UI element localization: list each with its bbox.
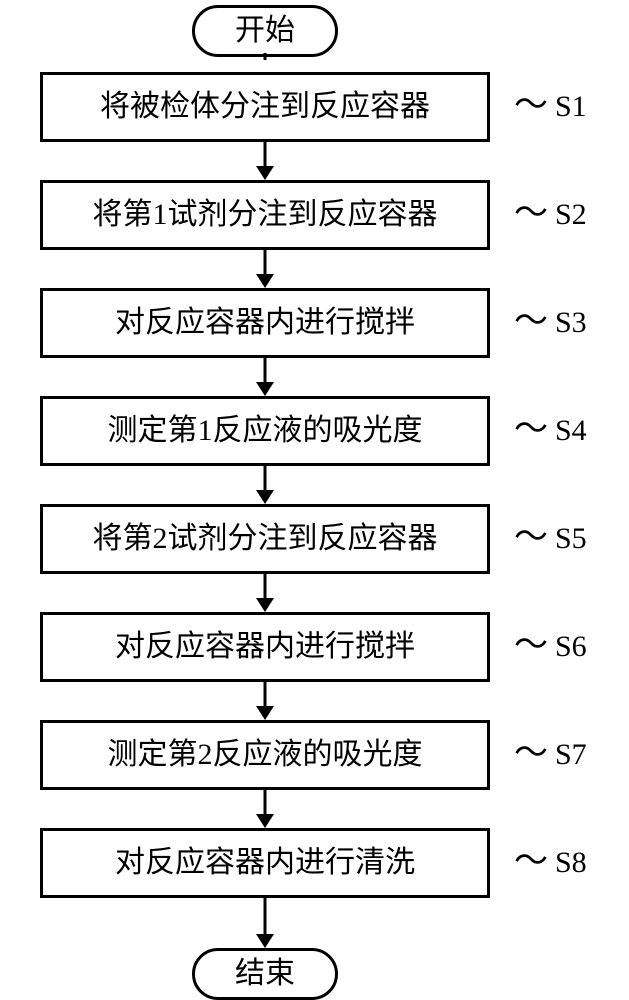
step-box-s1: 将被检体分注到反应容器 [40,72,490,142]
arrow-line [264,574,267,598]
arrow-line [264,142,267,166]
tilde-s6: ～ [514,629,548,663]
step-label-s6: S6 [555,632,587,662]
step-label-s3: S3 [555,308,587,338]
arrow-head [256,814,274,828]
step-label-s5: S5 [555,524,587,554]
tilde-s7: ～ [514,737,548,771]
start-terminator: 开始 [192,5,338,57]
arrow-line [264,682,267,706]
step-label-s2: S2 [555,200,587,230]
tilde-s4: ～ [514,413,548,447]
arrow-head [256,490,274,504]
step-label-s1: S1 [555,92,587,122]
arrow-line [264,790,267,814]
step-box-s2: 将第1试剂分注到反应容器 [40,180,490,250]
step-text: 对反应容器内进行搅拌 [115,629,415,665]
tilde-s1: ～ [514,89,548,123]
step-box-s5: 将第2试剂分注到反应容器 [40,504,490,574]
step-text: 将被检体分注到反应容器 [100,89,430,125]
arrow-head [256,706,274,720]
arrow-line [264,898,267,934]
tilde-s5: ～ [514,521,548,555]
step-label-s7: S7 [555,740,587,770]
arrow-line [264,250,267,274]
step-box-s6: 对反应容器内进行搅拌 [40,612,490,682]
step-text: 将第2试剂分注到反应容器 [93,521,438,557]
flowchart-canvas: 开始将被检体分注到反应容器～S1将第1试剂分注到反应容器～S2对反应容器内进行搅… [0,0,629,1000]
step-box-s7: 测定第2反应液的吸光度 [40,720,490,790]
arrow-head [256,166,274,180]
tilde-s2: ～ [514,197,548,231]
step-text: 将第1试剂分注到反应容器 [93,197,438,233]
arrow-head [256,598,274,612]
arrow-line [264,53,267,60]
arrow-head [256,934,274,948]
tilde-s8: ～ [514,845,548,879]
step-text: 测定第1反应液的吸光度 [108,413,423,449]
arrow-head [256,274,274,288]
arrow-line [264,466,267,490]
step-text: 对反应容器内进行搅拌 [115,305,415,341]
step-box-s4: 测定第1反应液的吸光度 [40,396,490,466]
step-box-s8: 对反应容器内进行清洗 [40,828,490,898]
arrow-line [264,358,267,382]
tilde-s3: ～ [514,305,548,339]
step-label-s4: S4 [555,416,587,446]
step-label-s8: S8 [555,848,587,878]
step-text: 测定第2反应液的吸光度 [108,737,423,773]
step-text: 对反应容器内进行清洗 [115,845,415,881]
end-terminator: 结束 [192,948,338,1000]
arrow-head [256,382,274,396]
step-box-s3: 对反应容器内进行搅拌 [40,288,490,358]
